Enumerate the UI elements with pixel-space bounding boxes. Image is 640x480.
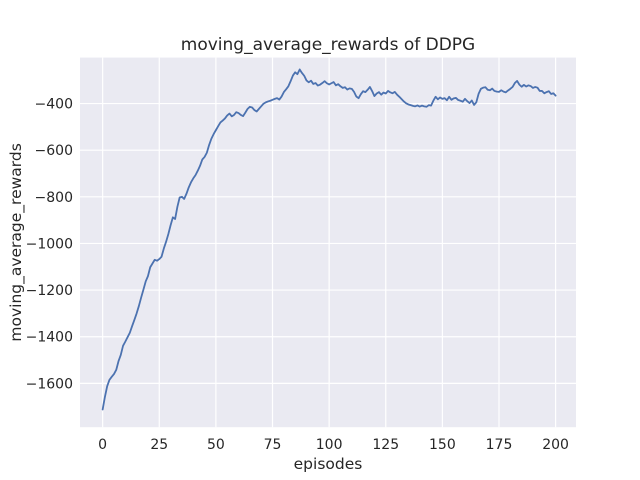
y-axis-label: moving_average_rewards [7, 143, 26, 341]
y-tick-label: −400 [35, 97, 73, 113]
y-tick-label: −800 [35, 190, 73, 206]
gridlines [80, 57, 576, 428]
plot-area [80, 57, 576, 428]
y-tick-label: −1200 [26, 283, 73, 299]
x-tick-label: 75 [264, 437, 282, 453]
x-tick-label: 25 [150, 437, 168, 453]
x-tick-label: 50 [207, 437, 225, 453]
x-tick-label: 0 [98, 437, 107, 453]
x-tick-label: 125 [372, 437, 399, 453]
x-tick-label: 100 [316, 437, 343, 453]
y-tick-label: −1600 [26, 376, 73, 392]
x-tick-label: 150 [429, 437, 456, 453]
y-tick-labels: −400 −600 −800 −1000 −1200 −1400 −1600 [26, 97, 73, 393]
x-tick-label: 175 [486, 437, 513, 453]
y-tick-label: −600 [35, 143, 73, 159]
y-tick-label: −1400 [26, 330, 73, 346]
x-axis-label: episodes [294, 455, 363, 473]
x-tick-label: 200 [542, 437, 569, 453]
y-tick-label: −1000 [26, 236, 73, 252]
x-tick-labels: 0 25 50 75 100 125 150 175 200 [98, 437, 569, 453]
reward-line [101, 68, 557, 411]
chart-title: moving_average_rewards of DDPG [181, 35, 475, 55]
